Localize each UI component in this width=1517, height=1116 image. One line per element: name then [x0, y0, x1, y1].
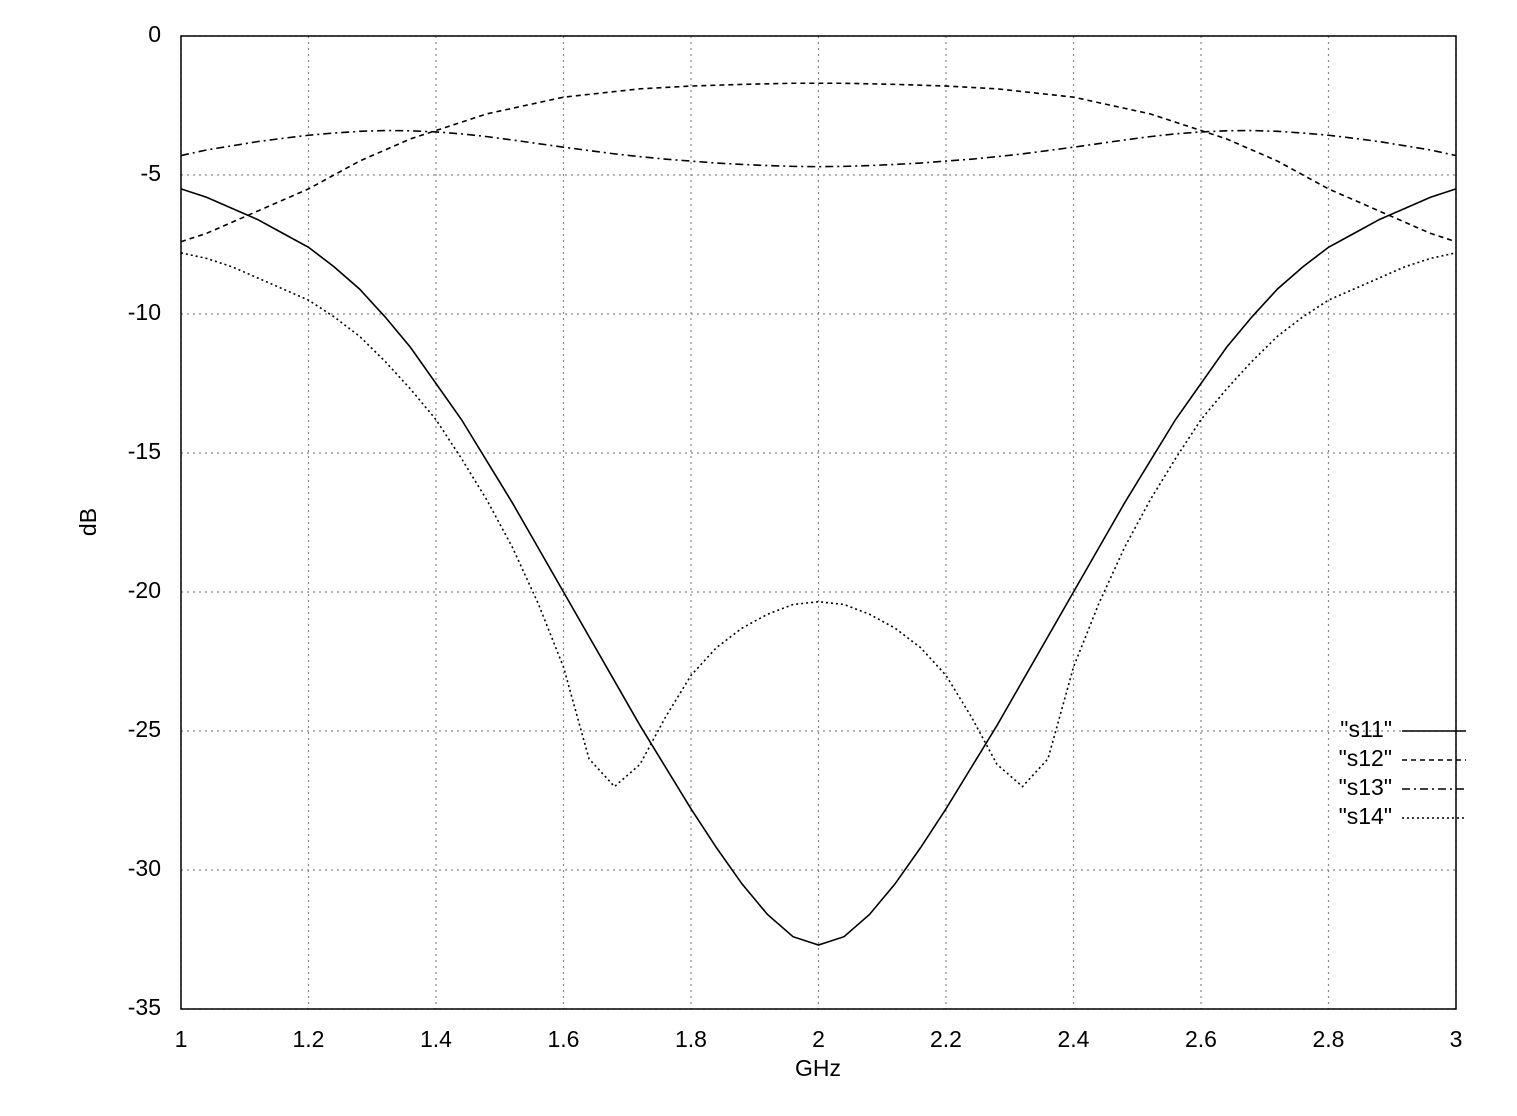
x-tick-label: 2.8 [1313, 1026, 1345, 1052]
y-tick-label: -5 [141, 160, 161, 186]
y-tick-label: -15 [128, 438, 161, 464]
legend-label: "s13" [1339, 774, 1392, 800]
x-tick-label: 1.2 [293, 1026, 325, 1052]
y-axis-label: dB [75, 508, 101, 536]
y-tick-label: -25 [128, 716, 161, 742]
x-axis-label: GHz [795, 1055, 841, 1081]
y-tick-label: -30 [128, 855, 161, 881]
y-tick-label: 0 [148, 21, 161, 47]
legend-label: "s14" [1339, 803, 1392, 829]
series-line [180, 129, 1457, 168]
series-line [180, 188, 1457, 946]
y-tick-label: -10 [128, 299, 161, 325]
legend-label: "s12" [1339, 745, 1392, 771]
x-tick-label: 2.6 [1185, 1026, 1217, 1052]
x-tick-label: 2.2 [930, 1026, 962, 1052]
plot-frame [180, 35, 1457, 1010]
y-tick-label: -35 [128, 994, 161, 1020]
x-tick-label: 1.4 [420, 1026, 452, 1052]
y-tick-label: -20 [128, 577, 161, 603]
x-tick-label: 1.6 [548, 1026, 580, 1052]
x-tick-label: 2 [812, 1026, 825, 1052]
x-tick-label: 1.8 [675, 1026, 707, 1052]
x-tick-label: 3 [1450, 1026, 1463, 1052]
series-line [180, 82, 1457, 243]
legend-label: "s11" [1340, 716, 1392, 742]
x-tick-label: 1 [175, 1026, 188, 1052]
x-tick-label: 2.4 [1058, 1026, 1090, 1052]
